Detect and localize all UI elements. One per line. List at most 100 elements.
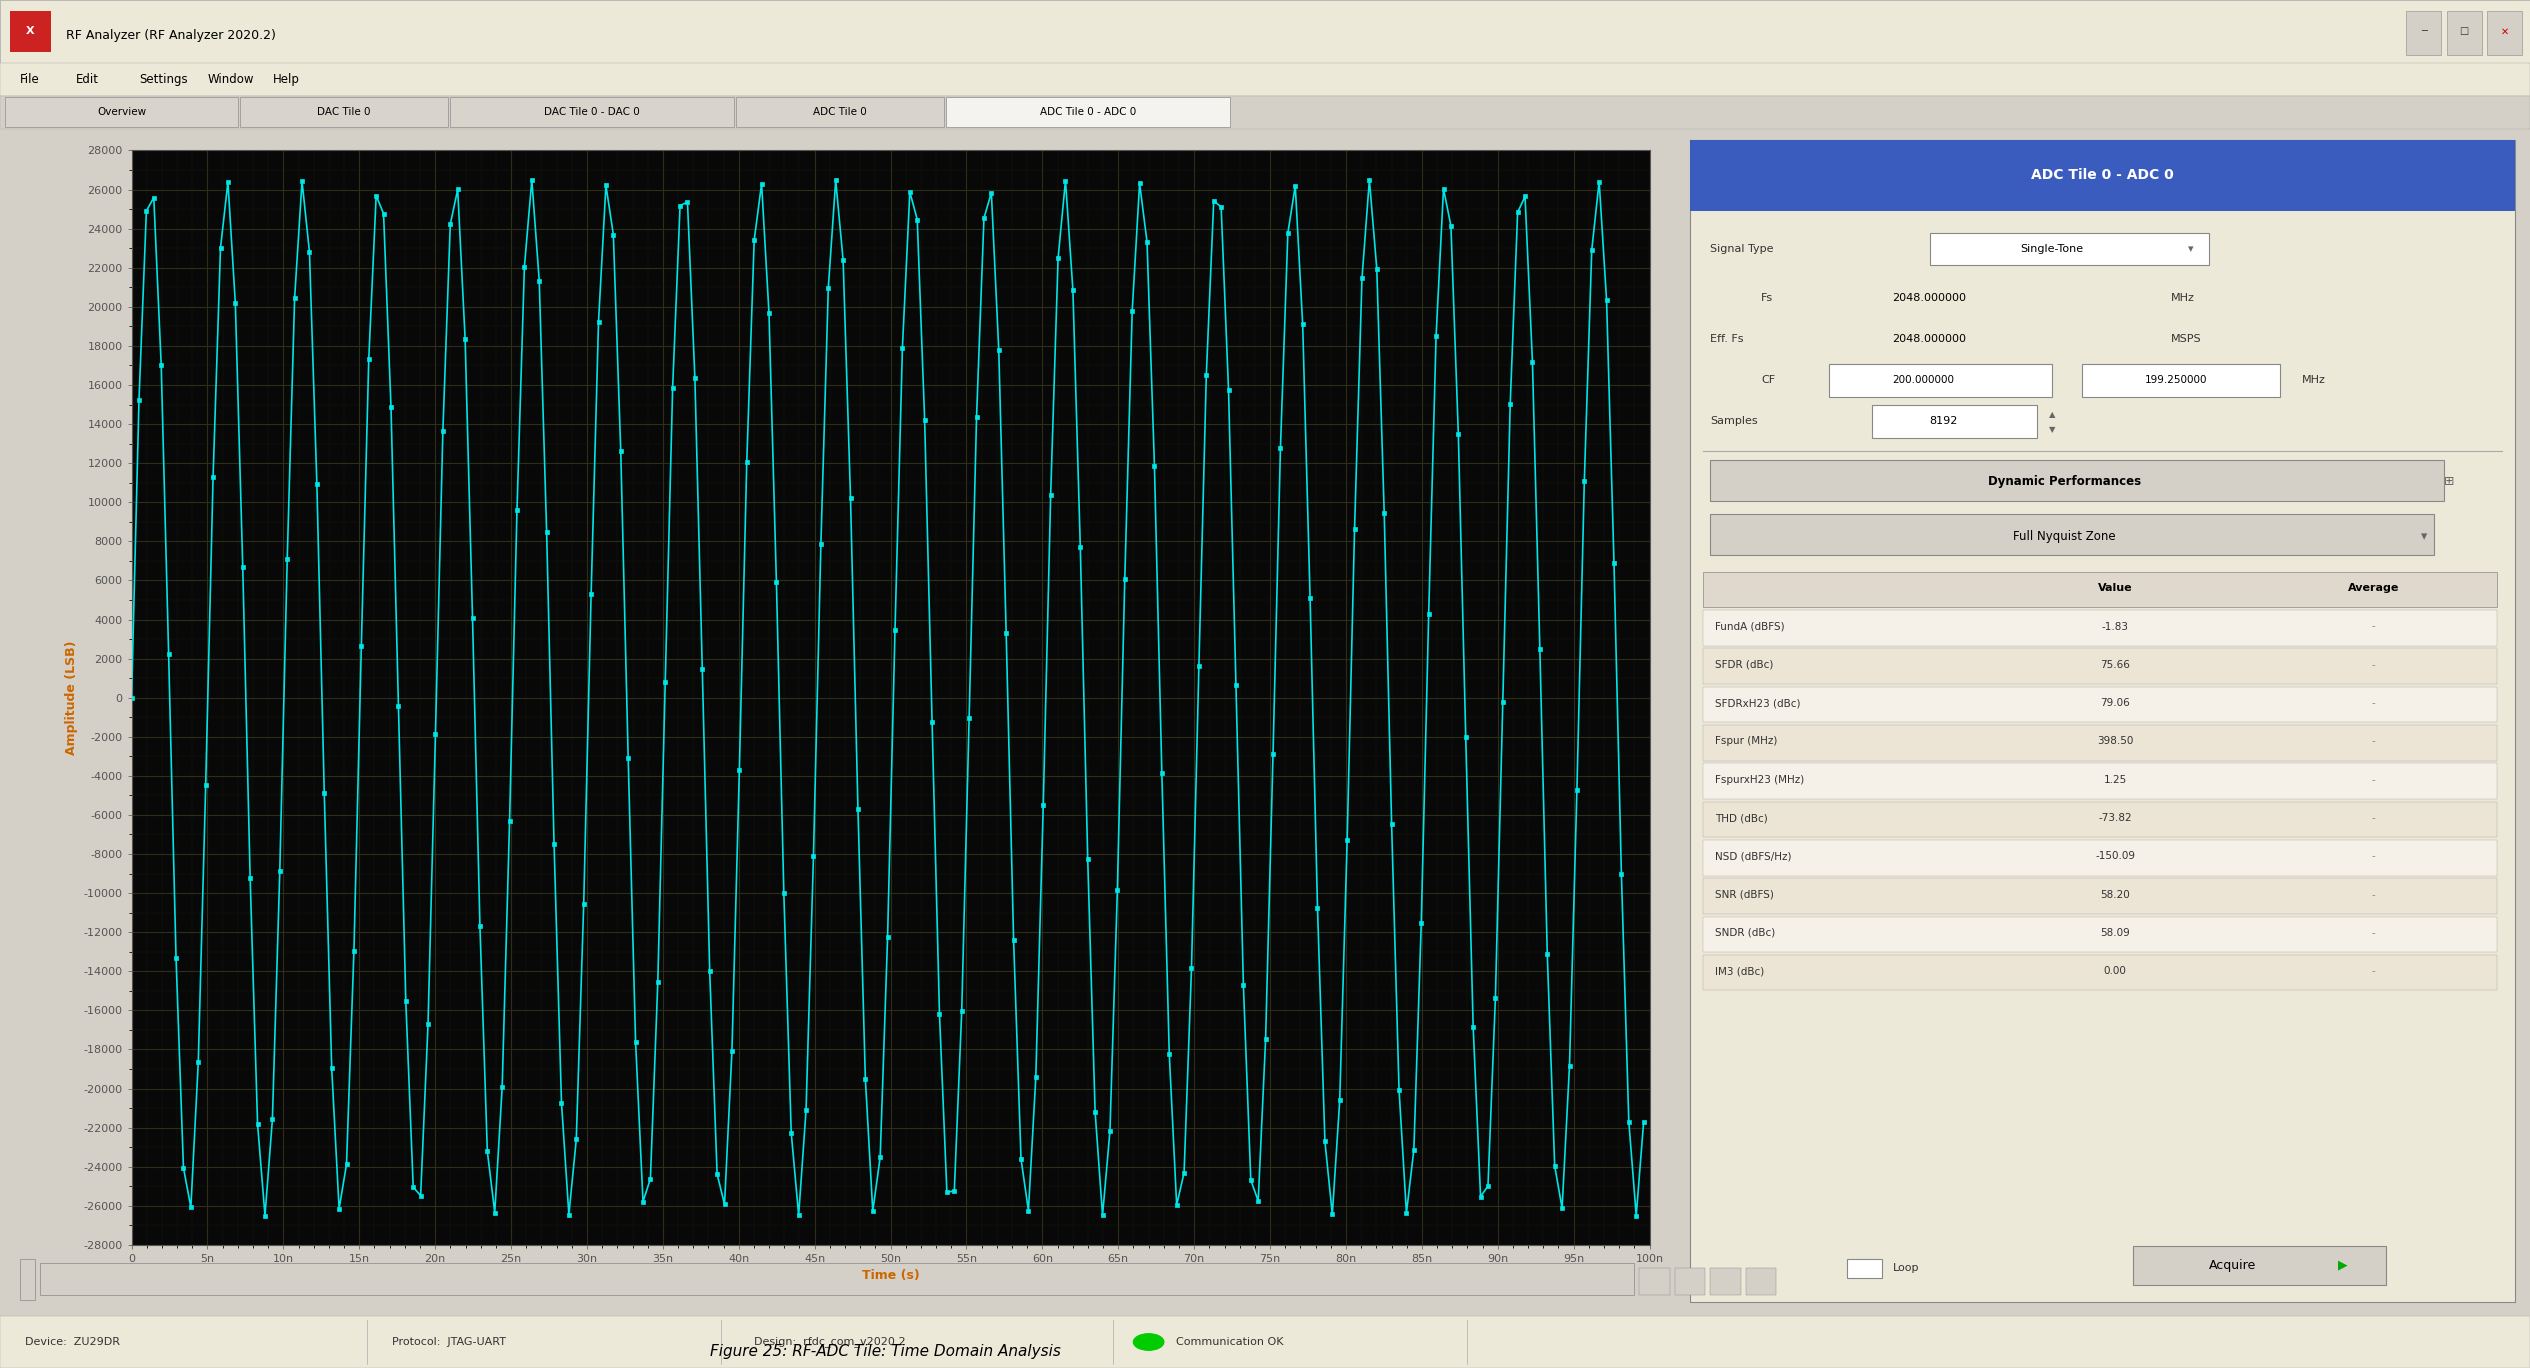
Text: -: - bbox=[2371, 736, 2376, 747]
Text: Protocol:  JTAG-UART: Protocol: JTAG-UART bbox=[392, 1337, 506, 1347]
Text: Single-Tone: Single-Tone bbox=[2021, 244, 2082, 254]
FancyBboxPatch shape bbox=[1703, 572, 2497, 607]
Text: Acquire: Acquire bbox=[2209, 1259, 2257, 1272]
Text: 79.06: 79.06 bbox=[2100, 698, 2130, 709]
FancyBboxPatch shape bbox=[946, 97, 1230, 127]
Text: File: File bbox=[20, 73, 40, 86]
FancyBboxPatch shape bbox=[5, 97, 238, 127]
Text: -: - bbox=[2371, 966, 2376, 977]
Text: Settings: Settings bbox=[139, 73, 187, 86]
Text: □: □ bbox=[2459, 26, 2469, 37]
Text: Loop: Loop bbox=[1892, 1263, 1918, 1274]
X-axis label: Time (s): Time (s) bbox=[863, 1270, 918, 1282]
Text: ▼: ▼ bbox=[2049, 425, 2054, 434]
Text: X: X bbox=[25, 26, 35, 37]
Text: Visualization: Visualization bbox=[1462, 231, 1541, 245]
Text: 2048.000000: 2048.000000 bbox=[1892, 334, 1966, 345]
Text: Signal Type: Signal Type bbox=[1710, 244, 1774, 254]
FancyBboxPatch shape bbox=[1690, 140, 2515, 1302]
Text: Help: Help bbox=[273, 73, 301, 86]
Text: FspurxH23 (MHz): FspurxH23 (MHz) bbox=[1715, 774, 1804, 785]
Text: SNDR (dBc): SNDR (dBc) bbox=[1715, 928, 1776, 938]
FancyBboxPatch shape bbox=[20, 1259, 35, 1300]
FancyBboxPatch shape bbox=[1710, 514, 2434, 555]
FancyBboxPatch shape bbox=[736, 97, 944, 127]
FancyBboxPatch shape bbox=[1829, 364, 2052, 397]
FancyBboxPatch shape bbox=[40, 1263, 1634, 1295]
Text: 8192: 8192 bbox=[1928, 416, 1958, 427]
FancyBboxPatch shape bbox=[1690, 140, 2515, 211]
Text: -: - bbox=[2371, 659, 2376, 670]
Text: Value: Value bbox=[2097, 583, 2133, 594]
FancyBboxPatch shape bbox=[1703, 610, 2497, 646]
Text: 58.09: 58.09 bbox=[2100, 928, 2130, 938]
Text: 2048.000000: 2048.000000 bbox=[1892, 293, 1966, 304]
Text: ADC Tile 0 - ADC 0: ADC Tile 0 - ADC 0 bbox=[2032, 168, 2173, 182]
Text: 398.50: 398.50 bbox=[2097, 736, 2133, 747]
Text: Samples: Samples bbox=[1710, 416, 1758, 427]
FancyBboxPatch shape bbox=[1847, 1259, 1882, 1278]
Text: Fs: Fs bbox=[1761, 293, 1774, 304]
Text: 58.20: 58.20 bbox=[2100, 889, 2130, 900]
Text: Device:  ZU29DR: Device: ZU29DR bbox=[25, 1337, 121, 1347]
Text: 200.000000: 200.000000 bbox=[1892, 375, 1953, 386]
Text: MHz: MHz bbox=[2171, 293, 2194, 304]
Text: ─: ─ bbox=[2421, 26, 2426, 37]
Text: Signal: Signal bbox=[1462, 172, 1500, 186]
Text: 75.66: 75.66 bbox=[2100, 659, 2130, 670]
FancyBboxPatch shape bbox=[1703, 648, 2497, 684]
Text: ADC Tile 0: ADC Tile 0 bbox=[812, 107, 868, 118]
FancyBboxPatch shape bbox=[0, 0, 2530, 63]
FancyBboxPatch shape bbox=[0, 96, 2530, 129]
Text: -73.82: -73.82 bbox=[2097, 813, 2133, 824]
Text: DAC Tile 0: DAC Tile 0 bbox=[316, 107, 372, 118]
Text: Window: Window bbox=[207, 73, 253, 86]
FancyBboxPatch shape bbox=[1442, 235, 1650, 265]
Text: -: - bbox=[2371, 889, 2376, 900]
FancyBboxPatch shape bbox=[2133, 1246, 2386, 1285]
Text: -: - bbox=[2371, 813, 2376, 824]
Text: Average: Average bbox=[2348, 583, 2398, 594]
Text: -: - bbox=[2371, 851, 2376, 862]
FancyBboxPatch shape bbox=[1569, 167, 1634, 192]
FancyBboxPatch shape bbox=[240, 97, 448, 127]
Text: -: - bbox=[2371, 774, 2376, 785]
FancyBboxPatch shape bbox=[1746, 1268, 1776, 1295]
Text: Time Domain: Time Domain bbox=[1478, 244, 1558, 257]
FancyBboxPatch shape bbox=[1703, 763, 2497, 799]
Text: -1.83: -1.83 bbox=[2102, 621, 2128, 632]
FancyBboxPatch shape bbox=[2447, 11, 2482, 55]
Text: SNR (dBFS): SNR (dBFS) bbox=[1715, 889, 1774, 900]
Text: 1.25: 1.25 bbox=[2102, 774, 2128, 785]
Text: Fspur (MHz): Fspur (MHz) bbox=[1715, 736, 1779, 747]
FancyBboxPatch shape bbox=[1703, 802, 2497, 837]
Text: RF Analyzer (RF Analyzer 2020.2): RF Analyzer (RF Analyzer 2020.2) bbox=[66, 29, 276, 42]
FancyBboxPatch shape bbox=[1703, 917, 2497, 952]
Text: ▶: ▶ bbox=[2338, 1259, 2348, 1272]
FancyBboxPatch shape bbox=[1675, 1268, 1705, 1295]
Text: Eff. Fs: Eff. Fs bbox=[1710, 334, 1743, 345]
FancyBboxPatch shape bbox=[2082, 364, 2280, 397]
Text: Full Nyquist Zone: Full Nyquist Zone bbox=[2014, 529, 2115, 543]
FancyBboxPatch shape bbox=[2406, 11, 2441, 55]
Text: Figure 25: RF-ADC Tile: Time Domain Analysis: Figure 25: RF-ADC Tile: Time Domain Anal… bbox=[711, 1345, 1060, 1358]
Text: ▾: ▾ bbox=[1627, 245, 1632, 256]
Text: Communication OK: Communication OK bbox=[1176, 1337, 1283, 1347]
FancyBboxPatch shape bbox=[2487, 11, 2522, 55]
FancyBboxPatch shape bbox=[1703, 878, 2497, 914]
Text: THD (dBc): THD (dBc) bbox=[1715, 813, 1768, 824]
FancyBboxPatch shape bbox=[1872, 405, 2037, 438]
FancyBboxPatch shape bbox=[1703, 840, 2497, 876]
Text: 0.00: 0.00 bbox=[2102, 966, 2128, 977]
FancyBboxPatch shape bbox=[10, 11, 51, 52]
Text: MSPS: MSPS bbox=[2171, 334, 2201, 345]
Circle shape bbox=[1133, 1334, 1164, 1350]
Text: -150.09: -150.09 bbox=[2095, 851, 2135, 862]
Text: Overview: Overview bbox=[96, 107, 147, 118]
Text: FundA (dBFS): FundA (dBFS) bbox=[1715, 621, 1786, 632]
Text: 199.250000: 199.250000 bbox=[2145, 375, 2206, 386]
Text: -: - bbox=[2371, 928, 2376, 938]
Text: ▾: ▾ bbox=[2188, 244, 2194, 254]
Text: CF: CF bbox=[1761, 375, 1776, 386]
Text: Design:  rfdc_com_v2020.2: Design: rfdc_com_v2020.2 bbox=[754, 1337, 906, 1347]
